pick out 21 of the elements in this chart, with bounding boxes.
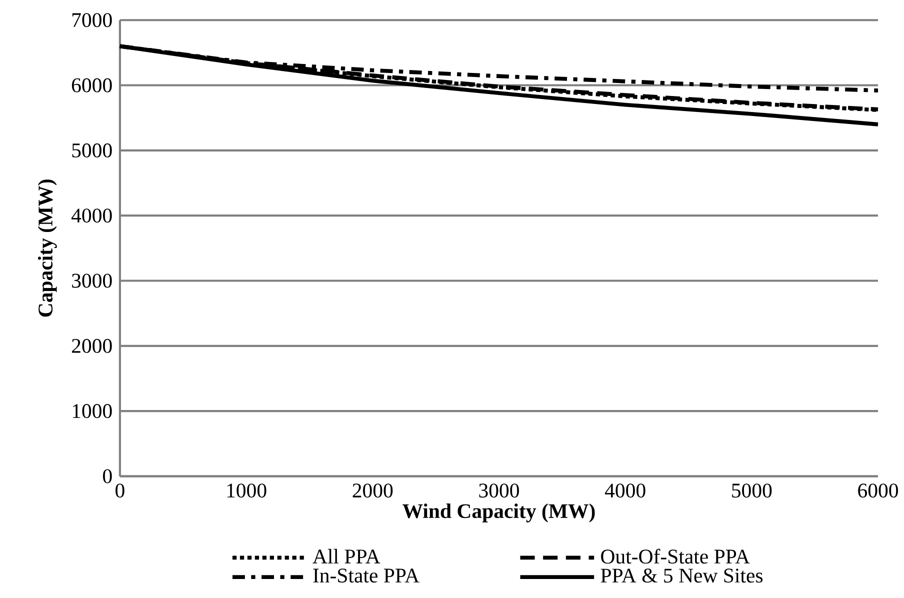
y-tick-label: 7000 — [72, 12, 112, 27]
x-tick-label: 4000 — [604, 483, 646, 498]
y-tick-label: 2000 — [72, 338, 112, 353]
x-tick-label: 6000 — [858, 483, 898, 498]
x-tick-label: 0 — [116, 483, 124, 498]
y-tick-label: 4000 — [71, 208, 112, 222]
x-axis-title: Wind Capacity (MW) — [402, 503, 595, 522]
y-tick-label: 6000 — [72, 78, 112, 92]
y-tick-label: 5000 — [72, 143, 112, 158]
y-tick-label: 1000 — [72, 404, 112, 418]
x-tick-label: 2000 — [352, 483, 393, 498]
legend-label: In-State PPA — [313, 568, 420, 582]
x-tick-label: 5000 — [732, 483, 772, 498]
y-tick-label: 3000 — [72, 274, 112, 288]
legend-label: All PPA — [312, 548, 380, 564]
legend-label: Out-Of-State PPA — [601, 548, 750, 564]
x-tick-label: 1000 — [227, 483, 266, 498]
y-tick-label: 0 — [103, 469, 112, 484]
legend-label: PPA & 5 New Sites — [600, 568, 763, 583]
x-tick-label: 3000 — [479, 483, 519, 498]
y-axis-title: Capacity (MW) — [38, 180, 57, 317]
